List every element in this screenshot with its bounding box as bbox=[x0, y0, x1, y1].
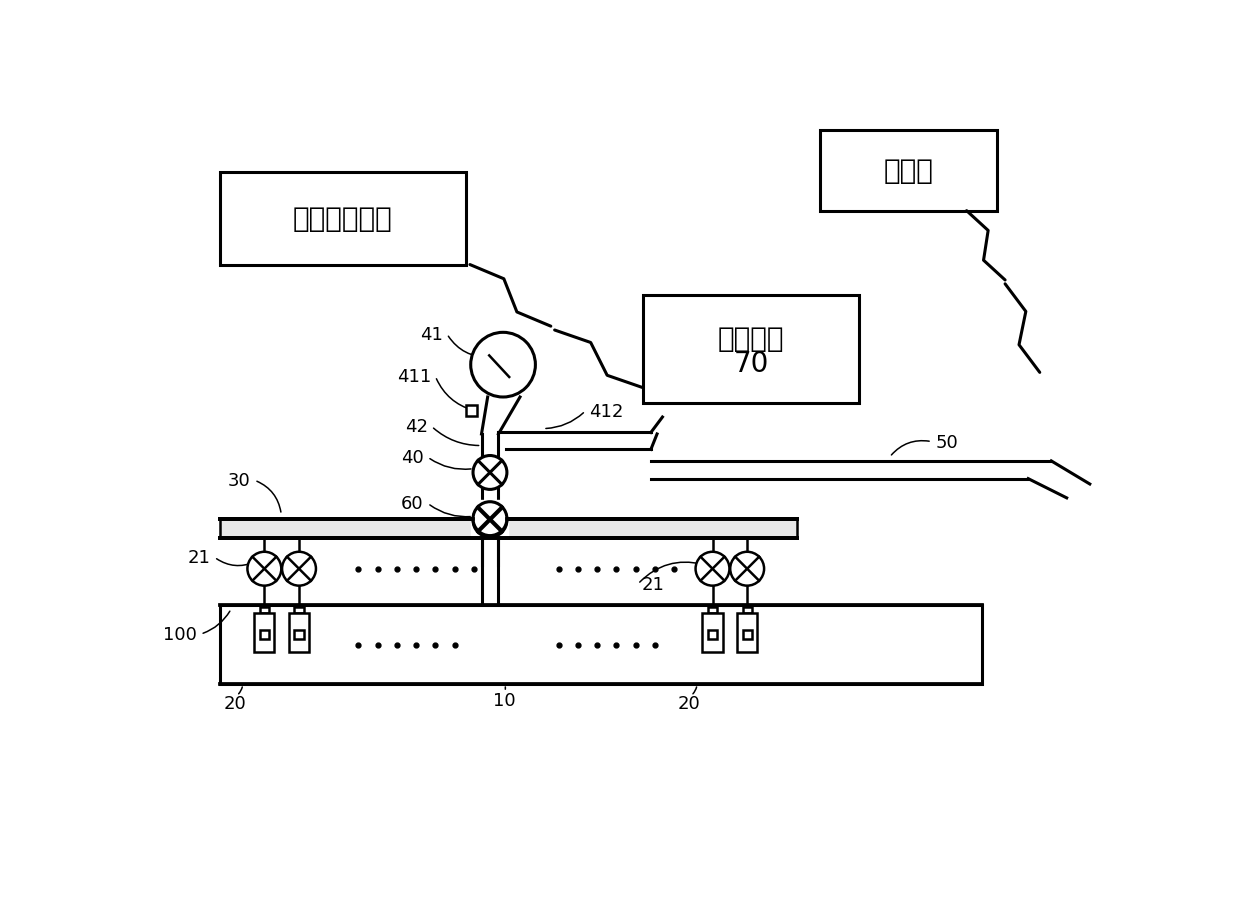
Circle shape bbox=[696, 552, 729, 586]
Bar bbox=[644, 296, 859, 404]
Text: 20: 20 bbox=[678, 694, 701, 712]
Text: 60: 60 bbox=[401, 495, 424, 513]
Text: 激光扫描设备: 激光扫描设备 bbox=[293, 205, 393, 233]
Bar bbox=[821, 131, 997, 211]
Circle shape bbox=[471, 333, 536, 397]
Text: 412: 412 bbox=[589, 403, 624, 421]
Bar bbox=[708, 630, 717, 639]
Circle shape bbox=[472, 502, 507, 536]
Circle shape bbox=[281, 552, 316, 586]
Text: 41: 41 bbox=[420, 325, 443, 343]
Text: 100: 100 bbox=[162, 626, 197, 644]
Bar bbox=[703, 614, 723, 652]
Bar bbox=[254, 614, 274, 652]
Bar bbox=[743, 630, 751, 639]
Bar bbox=[737, 614, 758, 652]
Text: 30: 30 bbox=[228, 471, 250, 489]
Text: 10: 10 bbox=[494, 691, 516, 709]
Text: 40: 40 bbox=[401, 449, 424, 467]
Bar bbox=[259, 608, 269, 614]
Bar bbox=[259, 630, 269, 639]
Text: 70: 70 bbox=[733, 349, 769, 377]
Circle shape bbox=[472, 504, 507, 537]
Bar bbox=[708, 608, 717, 614]
Text: 411: 411 bbox=[397, 368, 432, 386]
Text: 50: 50 bbox=[936, 433, 959, 452]
Circle shape bbox=[730, 552, 764, 586]
Circle shape bbox=[472, 456, 507, 489]
Text: 21: 21 bbox=[641, 575, 665, 593]
Text: 21: 21 bbox=[187, 548, 211, 566]
Text: 控制装置: 控制装置 bbox=[718, 324, 784, 352]
Text: 42: 42 bbox=[404, 418, 428, 436]
Bar bbox=[294, 608, 304, 614]
Circle shape bbox=[248, 552, 281, 586]
Bar bbox=[294, 630, 304, 639]
Text: 20: 20 bbox=[223, 694, 247, 712]
Bar bbox=[466, 406, 477, 417]
Bar bbox=[743, 608, 751, 614]
Bar bbox=[219, 605, 982, 684]
Bar bbox=[289, 614, 309, 652]
Text: 服务器: 服务器 bbox=[884, 157, 934, 185]
Bar bbox=[219, 173, 466, 265]
